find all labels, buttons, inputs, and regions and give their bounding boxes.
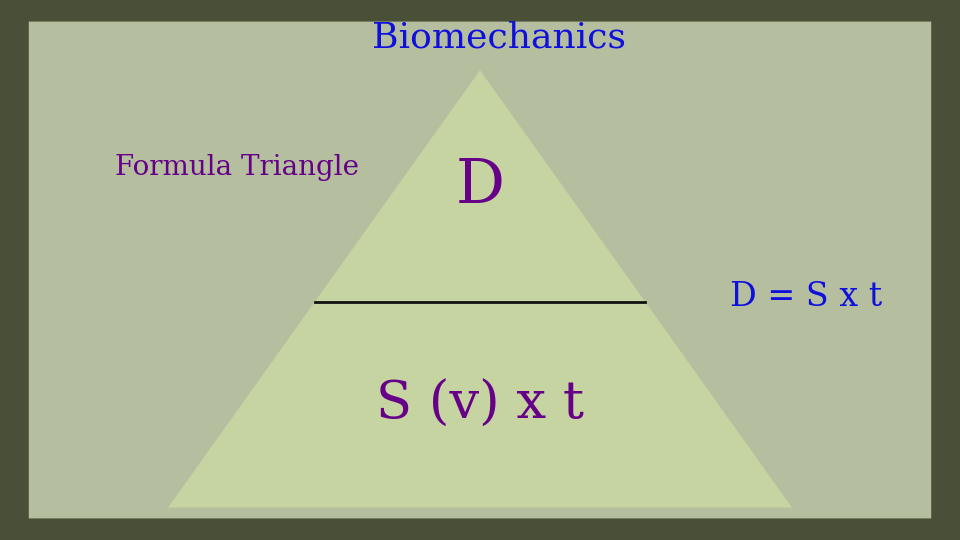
Text: Biomechanics: Biomechanics xyxy=(372,21,626,55)
Polygon shape xyxy=(168,70,792,508)
Text: Formula Triangle: Formula Triangle xyxy=(115,154,359,181)
FancyBboxPatch shape xyxy=(29,22,931,518)
Text: D = S x t: D = S x t xyxy=(731,281,882,313)
Text: S (v) x t: S (v) x t xyxy=(376,379,584,430)
Text: D: D xyxy=(455,156,505,216)
